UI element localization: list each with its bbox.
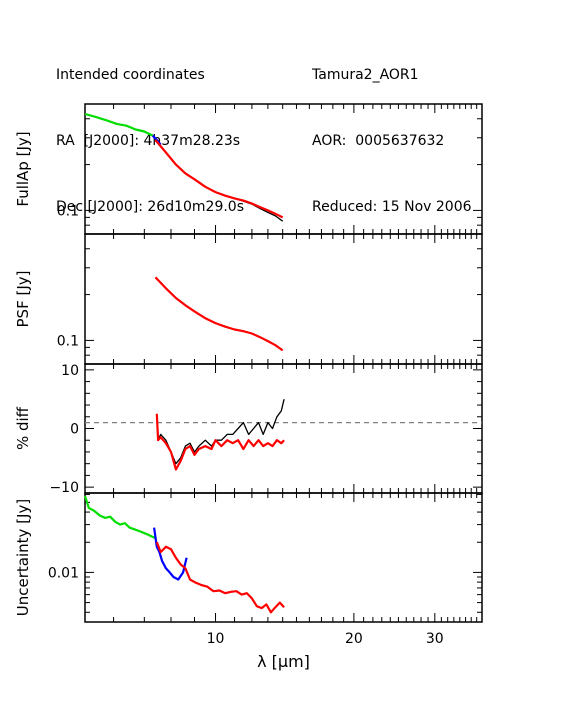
header-right-line-3: Reduced: 15 Nov 2006: [312, 199, 472, 215]
panel-3-ytick-label: −10: [49, 480, 79, 496]
header-left: Intended coordinates RA [J2000]: 4h37m28…: [56, 20, 244, 240]
panel-4-xtick-label: 30: [426, 631, 444, 647]
panel-3-series-ll: [155, 413, 285, 471]
panel-1-series-sl2: [84, 112, 154, 137]
panel-3-frame: [84, 363, 483, 494]
panel-4-frame: [84, 492, 483, 623]
panel-4-series-sl2: [83, 495, 156, 540]
panel-1-ylabel: FullAp [Jy]: [14, 131, 32, 206]
panel-1-ytick-label: 0.1: [57, 203, 79, 219]
panel-2-ytick-label: 0.1: [57, 333, 79, 349]
panel-4-xtick-label: 20: [345, 631, 363, 647]
panel-2-ylabel: PSF [Jy]: [14, 271, 32, 328]
panel-4-series-ll: [155, 541, 285, 614]
header-right: Tamura2_AOR1 AOR: 0005637632 Reduced: 15…: [312, 20, 472, 240]
panel-1-frame: [84, 103, 483, 235]
header-left-line-1: Intended coordinates: [56, 67, 205, 83]
panel-3-series-psf_vs_full: [156, 399, 285, 465]
panel-3-ytick-label: 0: [70, 422, 79, 438]
panel-4-series-sl1: [153, 527, 188, 581]
panel-4-xtick-label: 10: [207, 631, 225, 647]
header-right-line-2: AOR: 0005637632: [312, 133, 445, 149]
header-left-line-3: Dec [J2000]: 26d10m29.0s: [56, 199, 245, 215]
header-right-line-1: Tamura2_AOR1: [312, 67, 419, 83]
panel-4-ylabel: Uncertainty [Jy]: [14, 499, 32, 616]
panel-2-frame: [84, 233, 483, 365]
panel-3-ylabel: % diff: [14, 406, 32, 450]
panel-4-xlabel: λ [μm]: [257, 652, 310, 671]
panel-4-ytick-label: 0.01: [48, 565, 79, 581]
panel-3-ytick-label: 10: [61, 363, 79, 379]
header-left-line-2: RA [J2000]: 4h37m28.23s: [56, 133, 241, 149]
panel-1-series-ll: [154, 139, 284, 219]
panel-2-series-ll: [154, 276, 284, 352]
